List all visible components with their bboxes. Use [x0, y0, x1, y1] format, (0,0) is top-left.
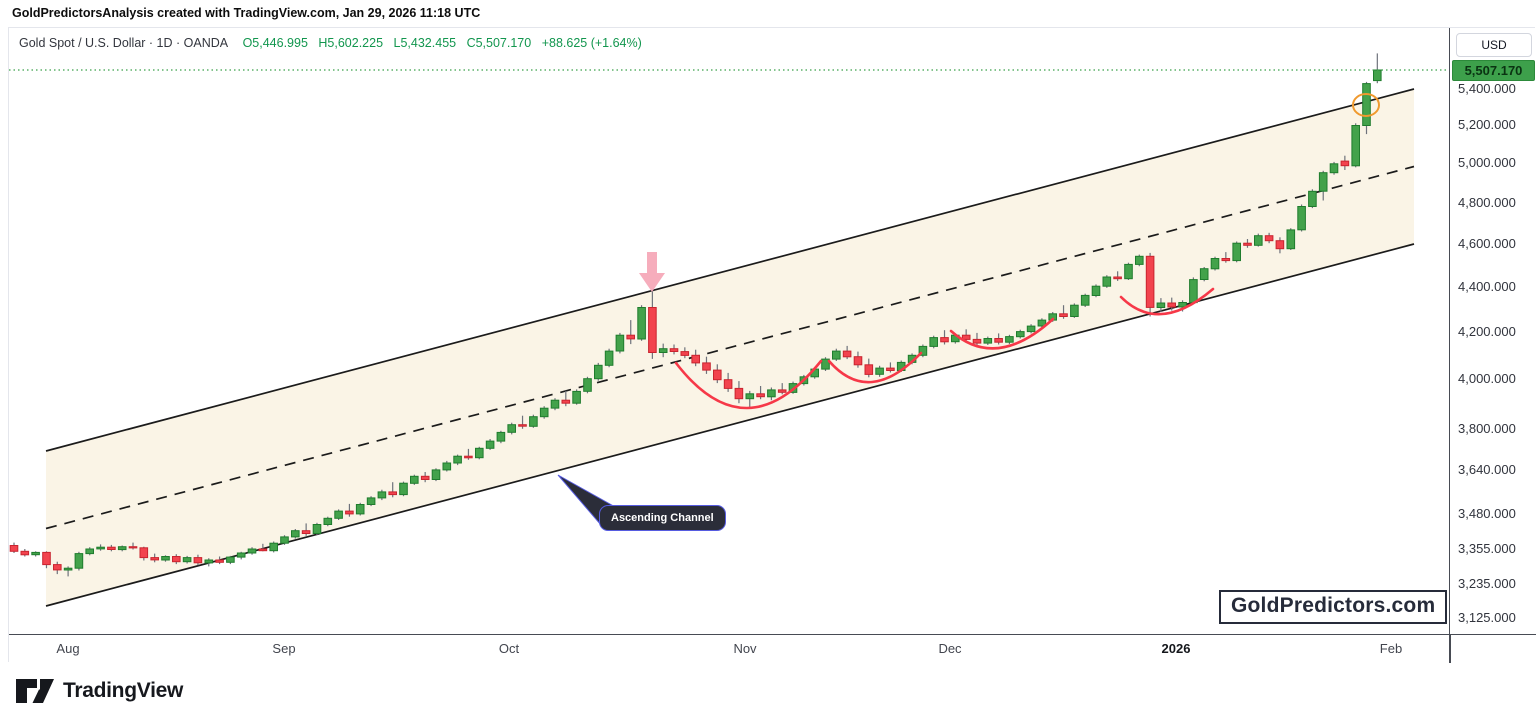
price-axis-label: 3,800.000	[1458, 420, 1516, 436]
price-axis-label: 4,200.000	[1458, 324, 1516, 340]
rounding-bottom-arc	[949, 317, 1055, 350]
footer: TradingView	[16, 674, 183, 708]
price-axis-label: 3,640.000	[1458, 462, 1516, 478]
rounding-bottom-arc	[674, 359, 823, 410]
rounding-bottom-arc	[827, 351, 923, 384]
channel-annotation-label[interactable]: Ascending Channel	[599, 505, 726, 531]
channel-upper-line	[45, 88, 1415, 452]
chart-widget: Gold Spot / U.S. Dollar · 1D · OANDA O5,…	[8, 27, 1536, 663]
chart-legend: Gold Spot / U.S. Dollar · 1D · OANDA O5,…	[19, 36, 642, 50]
time-axis-label: 2026	[1161, 641, 1191, 656]
price-axis-label: 4,400.000	[1458, 279, 1516, 295]
down-arrow-annotation	[639, 252, 665, 292]
rounding-bottom-arc	[1119, 287, 1215, 316]
last-price-badge: 5,507.170	[1452, 59, 1535, 81]
watermark-box[interactable]: GoldPredictors.com	[1219, 590, 1448, 624]
attribution-bar: GoldPredictorsAnalysis created with Trad…	[0, 0, 1536, 27]
ohlc-high: H5,602.225	[318, 36, 384, 50]
time-axis-label: Dec	[938, 641, 962, 656]
ohlc-open: O5,446.995	[242, 36, 308, 50]
time-axis-label: Feb	[1379, 641, 1403, 656]
price-axis-label: 5,400.000	[1458, 81, 1516, 96]
time-axis-label: Aug	[56, 641, 80, 656]
chart-pane: Gold Spot / U.S. Dollar · 1D · OANDA O5,…	[9, 28, 1449, 634]
symbol-title[interactable]: Gold Spot / U.S. Dollar · 1D · OANDA	[19, 36, 229, 50]
time-axis[interactable]: Aug Sep Oct Nov Dec 2026 Feb	[9, 634, 1536, 663]
price-axis-label: 4,600.000	[1458, 236, 1516, 252]
attribution-text: GoldPredictorsAnalysis created with Trad…	[12, 6, 481, 20]
price-axis-label: 3,480.000	[1458, 505, 1516, 521]
breakout-circle-annotation	[1352, 93, 1380, 117]
price-axis-label: 3,355.000	[1458, 541, 1516, 557]
price-axis-label: 4,000.000	[1458, 371, 1516, 387]
ohlc-close: C5,507.170	[466, 36, 532, 50]
currency-toggle-button[interactable]: USD	[1456, 33, 1532, 57]
time-axis-label: Oct	[498, 641, 520, 656]
price-axis-label: 5,200.000	[1458, 117, 1516, 133]
ohlc-change: +88.625 (+1.64%)	[541, 36, 642, 50]
price-axis-label: 4,800.000	[1458, 194, 1516, 210]
price-axis-label: 5,000.000	[1458, 155, 1516, 171]
price-axis-label: 3,235.000	[1458, 576, 1516, 592]
tradingview-logo-icon[interactable]	[16, 678, 54, 704]
price-axis-label: 3,125.000	[1458, 609, 1516, 625]
price-axis[interactable]: USD 5,507.170 5,400.000 5,200.000 5,000.00…	[1449, 28, 1536, 634]
axis-corner-divider	[1449, 635, 1451, 663]
time-axis-label: Nov	[733, 641, 757, 656]
channel-mid-line	[45, 165, 1415, 530]
ohlc-low: L5,432.455	[393, 36, 457, 50]
time-axis-label: Sep	[272, 641, 296, 656]
tradingview-brand[interactable]: TradingView	[63, 679, 184, 702]
